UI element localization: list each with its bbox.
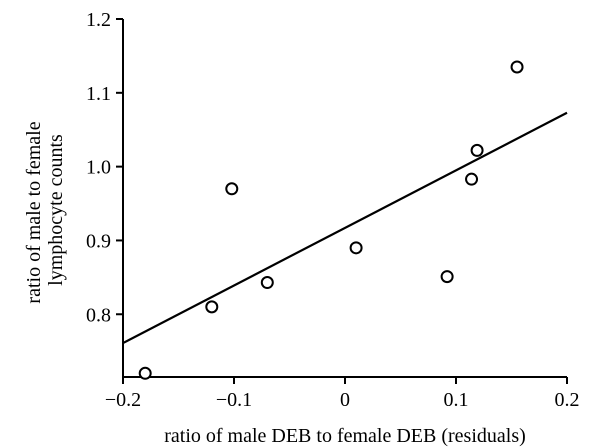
x-tick-label: −0.2 [105,389,141,411]
data-point [260,276,274,290]
x-ticks: −0.2 −0.1 0 0.1 0.2 [105,377,580,411]
x-tick-label: 0.1 [444,389,469,411]
y-tick-label: 1.2 [86,9,111,31]
y-axis-title: ratio of male to female lymphocyte count… [23,116,67,303]
x-tick-label: 0 [340,389,350,411]
y-tick-label: 0.8 [86,304,111,326]
data-point [465,172,479,186]
y-tick-label: 0.9 [86,230,111,252]
y-tick-label: 1.0 [86,157,111,179]
data-point [225,182,239,196]
data-point [440,270,454,284]
x-axis-title: ratio of male DEB to female DEB (residua… [164,425,526,447]
x-tick-label: 0.2 [555,389,580,411]
data-point [138,366,152,380]
y-axis-title-line-2: lymphocyte counts [45,134,67,286]
y-tick-label: 1.1 [86,83,111,105]
x-tick-label: −0.1 [216,389,252,411]
data-points [138,60,524,380]
axes [122,19,567,378]
y-axis-title-line-1: ratio of male to female [23,121,45,303]
data-point [205,300,219,314]
y-ticks: 0.8 0.9 1.0 1.1 1.2 [86,9,123,326]
data-point [470,143,484,157]
regression-line [122,111,568,345]
data-point [349,241,363,255]
data-point [510,60,524,74]
